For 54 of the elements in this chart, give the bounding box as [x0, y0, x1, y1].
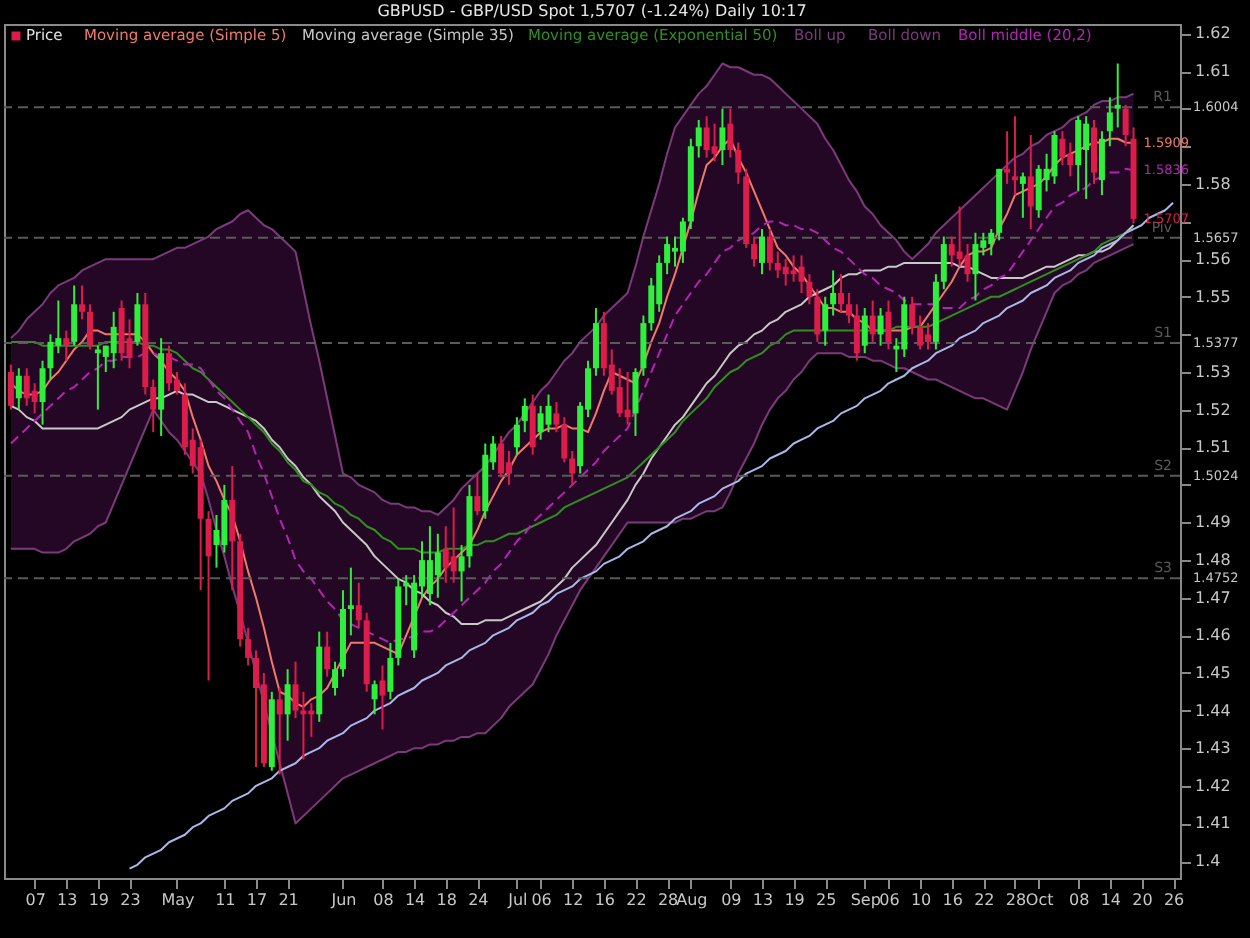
- x-tick-label: 12: [563, 891, 584, 909]
- y-tick-label: 1.55: [1195, 287, 1231, 306]
- y-tick-label: 1.58: [1195, 174, 1231, 193]
- x-tick-label: 07: [25, 891, 46, 909]
- x-tick-label: 14: [404, 891, 426, 909]
- y-tick-label: 1.48: [1195, 551, 1231, 570]
- y-tick-label: 1.53: [1195, 363, 1231, 381]
- x-tick-label: 28: [657, 891, 679, 909]
- x-tick-label: 28: [1005, 891, 1027, 909]
- x-tick-label: Aug: [676, 891, 708, 909]
- x-tick-label: 19: [88, 891, 110, 909]
- x-tick-label: 16: [942, 891, 963, 909]
- chart-title: GBPUSD - GBP/USD Spot 1,5707 (-1.24%) Daily 10:17: [377, 2, 807, 20]
- y-tick-label: 1.44: [1195, 701, 1231, 720]
- x-tick-label: 24: [468, 891, 489, 909]
- y-tick-label: 1.56: [1195, 250, 1231, 269]
- x-tick-label: 19: [784, 891, 805, 909]
- x-tick-label: 22: [626, 891, 647, 909]
- x-tick-label: 17: [246, 891, 268, 909]
- x-tick-label: Jul: [506, 891, 528, 909]
- y-tick-label: 1.46: [1195, 626, 1231, 645]
- x-tick-label: 16: [594, 891, 616, 909]
- x-tick-label: 22: [974, 891, 995, 909]
- x-tick-label: 08: [1069, 891, 1090, 909]
- x-tick-label: 08: [373, 891, 394, 909]
- y-tick-label: 1.42: [1195, 776, 1231, 795]
- x-tick-label: 25: [816, 891, 837, 909]
- x-tick-label: 21: [278, 891, 299, 909]
- x-tick-label: 09: [721, 891, 742, 909]
- y-tick-label: 1.51: [1195, 438, 1231, 457]
- y-tick-label: 1.45: [1195, 663, 1231, 682]
- y-tick-label: 1.62: [1195, 24, 1231, 43]
- x-tick-label: 13: [57, 891, 78, 909]
- y-tick-label: 1.61: [1195, 62, 1231, 81]
- x-tick-label: 23: [120, 891, 141, 909]
- x-tick-label: 18: [436, 891, 457, 909]
- y-tick-label: 1.43: [1195, 739, 1231, 758]
- x-tick-label: May: [161, 891, 195, 909]
- x-tick-label: 14: [1100, 891, 1122, 909]
- x-tick-label: 06: [531, 891, 552, 909]
- x-tick-label: 13: [752, 891, 774, 909]
- y-tick-label: 1.52: [1195, 400, 1231, 419]
- x-tick-label: Jun: [329, 891, 357, 909]
- x-tick-label: 06: [879, 891, 900, 909]
- x-tick-label: 20: [1132, 891, 1153, 909]
- y-tick-label: 1.47: [1195, 588, 1231, 607]
- y-tick-label: 1.49: [1195, 513, 1231, 532]
- y-tick-label: 1.4: [1195, 852, 1221, 871]
- x-tick-label: 11: [215, 891, 236, 909]
- x-tick-label: Oct: [1025, 891, 1054, 909]
- x-tick-label: Sep: [850, 891, 881, 909]
- x-tick-label: 26: [1163, 891, 1185, 909]
- y-tick-label: 1.41: [1195, 814, 1231, 833]
- x-tick-label: 10: [910, 891, 932, 909]
